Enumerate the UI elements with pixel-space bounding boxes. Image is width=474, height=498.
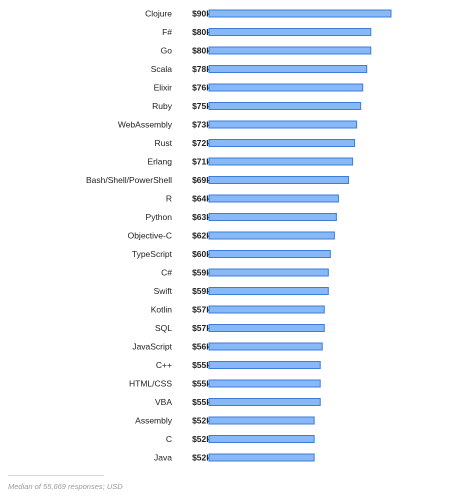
bar: [208, 65, 368, 73]
category-label: C: [166, 434, 172, 444]
bar: [208, 453, 315, 462]
value-label: $78k: [192, 64, 211, 74]
category-label: Ruby: [152, 101, 173, 111]
category-label: VBA: [155, 397, 172, 407]
bar: [208, 83, 364, 92]
category-label: Rust: [155, 138, 173, 148]
category-label: Java: [154, 453, 172, 463]
category-label: WebAssembly: [118, 120, 173, 130]
category-label: C++: [156, 360, 172, 370]
category-label: C#: [161, 268, 172, 278]
value-label: $52k: [192, 434, 211, 444]
category-label: Swift: [154, 286, 173, 296]
bar: [208, 231, 335, 240]
category-label: R: [166, 194, 172, 204]
value-label: $56k: [192, 342, 211, 352]
value-label: $80k: [192, 27, 211, 37]
category-label: HTML/CSS: [129, 379, 172, 389]
category-label: JavaScript: [132, 342, 172, 352]
footnote: Median of 55,669 responses; USD: [8, 482, 123, 491]
category-label: SQL: [155, 323, 172, 333]
value-label: $55k: [192, 397, 211, 407]
value-label: $73k: [192, 120, 211, 130]
bar: [208, 9, 392, 18]
category-label: Go: [161, 46, 173, 56]
bar: [208, 268, 329, 277]
footnote-divider: [8, 475, 104, 476]
bar: [208, 139, 356, 147]
value-label: $60k: [192, 249, 211, 259]
bar: [208, 46, 372, 55]
value-label: $59k: [192, 268, 211, 278]
bar: [208, 287, 329, 295]
bar: [208, 120, 358, 129]
bar: [208, 102, 362, 110]
category-label: Kotlin: [151, 305, 173, 315]
bar: [208, 157, 354, 166]
value-label: $62k: [192, 231, 211, 241]
bar: [208, 28, 372, 36]
value-label: $72k: [192, 138, 211, 148]
bar: [208, 324, 325, 332]
bar: [208, 176, 350, 184]
value-label: $64k: [192, 194, 211, 204]
value-label: $71k: [192, 157, 211, 167]
bar: [208, 398, 321, 406]
bar: [208, 416, 315, 425]
value-label: $57k: [192, 305, 211, 315]
value-label: $80k: [192, 46, 211, 56]
value-label: $76k: [192, 83, 211, 93]
value-label: $52k: [192, 453, 211, 463]
category-label: Clojure: [145, 9, 172, 19]
bar: [208, 379, 321, 388]
category-label: TypeScript: [132, 249, 173, 259]
bar: [208, 194, 339, 203]
value-label: $63k: [192, 212, 211, 222]
bar: [208, 213, 337, 221]
bar: [208, 435, 315, 443]
category-label: Elixir: [154, 83, 173, 93]
bar: [208, 361, 321, 369]
value-label: $69k: [192, 175, 211, 185]
bar: [208, 342, 323, 351]
bar: [208, 305, 325, 314]
value-label: $59k: [192, 286, 211, 296]
category-label: Assembly: [135, 416, 173, 426]
category-label: Python: [146, 212, 173, 222]
bar: [208, 250, 331, 258]
category-label: Scala: [151, 64, 173, 74]
category-label: F#: [162, 27, 172, 37]
value-label: $52k: [192, 416, 211, 426]
category-label: Bash/Shell/PowerShell: [86, 175, 172, 185]
value-label: $90k: [192, 9, 211, 19]
value-label: $55k: [192, 379, 211, 389]
category-label: Objective-C: [128, 231, 172, 241]
value-label: $75k: [192, 101, 211, 111]
category-label: Erlang: [147, 157, 172, 167]
salary-bar-chart: Clojure $90k F# $80k Go $80k Scala $78k Elixir $7…: [86, 9, 392, 463]
value-label: $55k: [192, 360, 211, 370]
value-label: $57k: [192, 323, 211, 333]
